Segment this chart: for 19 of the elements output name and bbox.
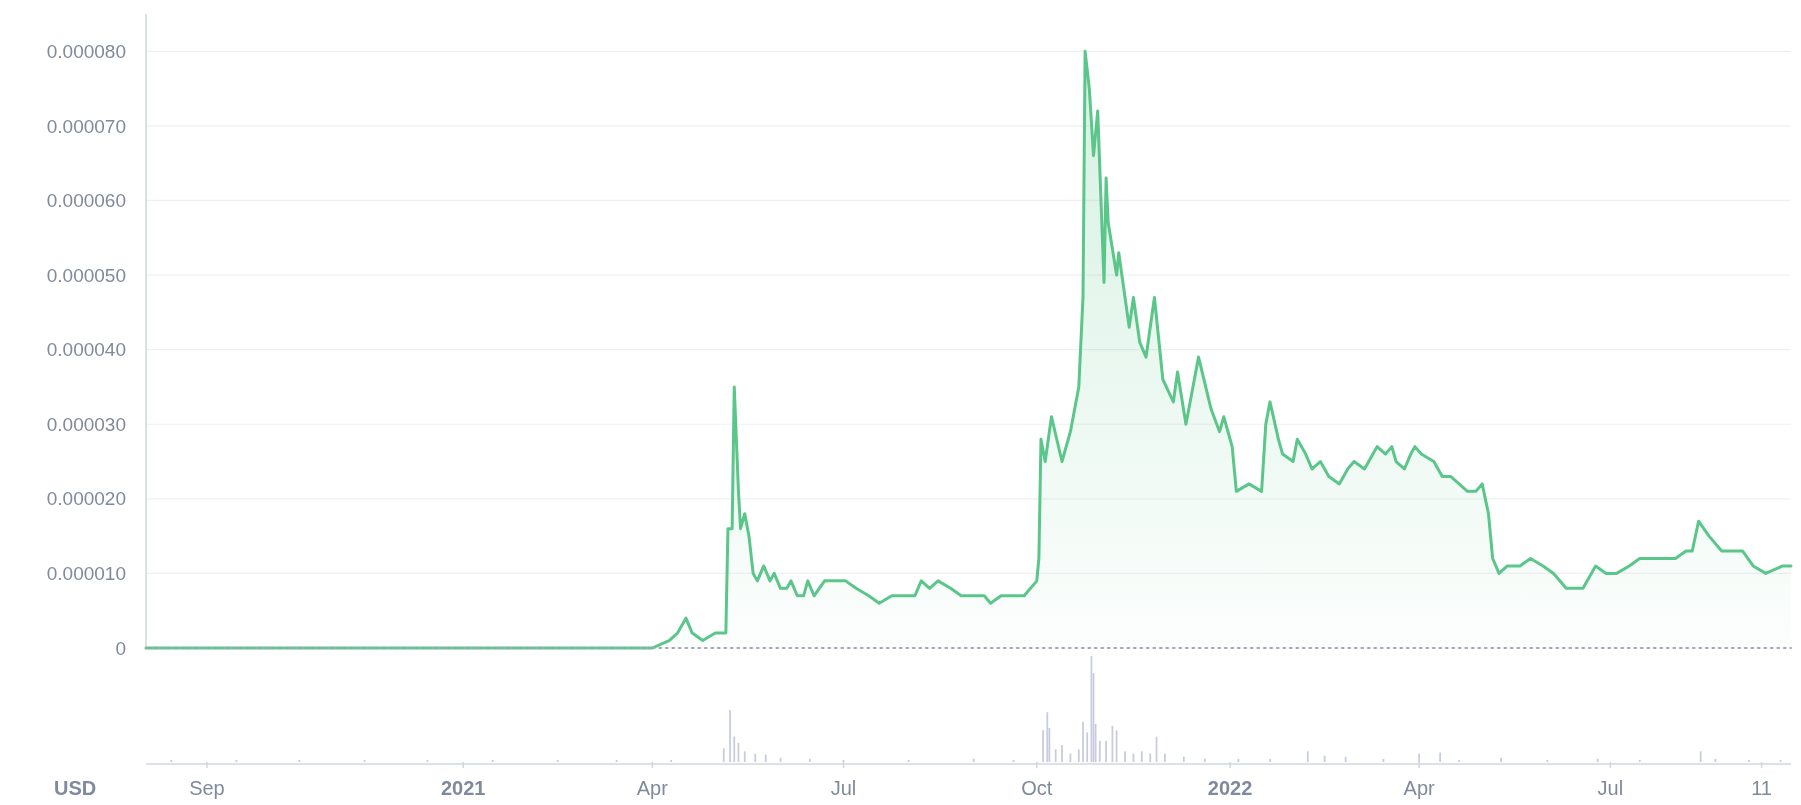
- y-tick-label: 0: [115, 637, 126, 659]
- x-tick-label: Oct: [1021, 777, 1053, 799]
- y-tick-label: 0.000030: [46, 413, 126, 435]
- y-tick-label: 0.000010: [46, 563, 126, 585]
- y-tick-label: 0.000050: [46, 264, 126, 286]
- x-tick-label: Apr: [636, 777, 669, 799]
- y-tick-label: 0.000040: [46, 339, 126, 361]
- x-tick-label: 2022: [1207, 777, 1253, 799]
- y-tick-label: 0.000070: [46, 115, 126, 137]
- x-tick-label: 11: [1751, 777, 1772, 799]
- x-tick-label: 2021: [440, 777, 486, 799]
- x-tick-label: Jul: [1597, 777, 1624, 799]
- y-axis-title: USD: [54, 777, 97, 799]
- x-tick-label: Sep: [189, 777, 225, 799]
- x-tick-label: Apr: [1403, 777, 1436, 799]
- y-tick-label: 0.000060: [46, 190, 126, 212]
- y-tick-label: 0.000020: [46, 488, 126, 510]
- y-tick-label: 0.000080: [46, 40, 126, 62]
- x-tick-label: Jul: [830, 777, 857, 799]
